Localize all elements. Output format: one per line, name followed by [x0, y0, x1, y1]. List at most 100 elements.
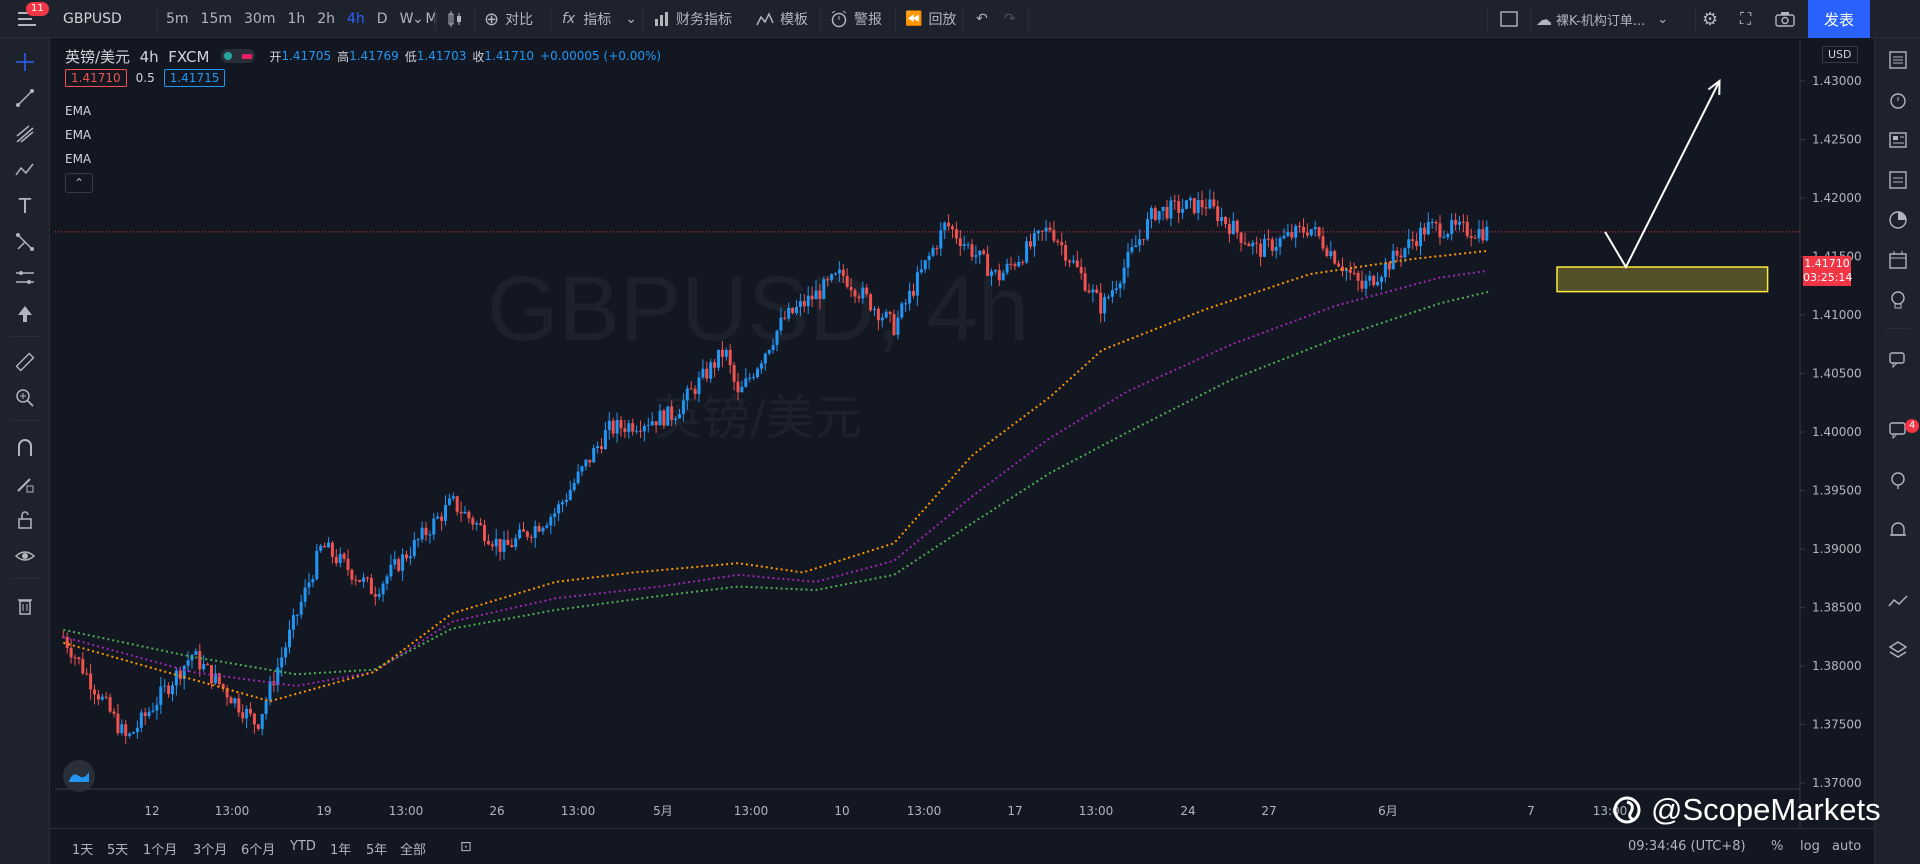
crosshair-tool[interactable] — [13, 50, 37, 74]
candle-body — [1048, 227, 1052, 231]
fib-tool[interactable] — [13, 122, 37, 146]
range-8[interactable]: 5年 — [366, 843, 388, 858]
candle-body — [229, 697, 233, 704]
undo-button[interactable]: ↶ — [976, 0, 988, 38]
tradingview-logo[interactable] — [63, 760, 95, 792]
candle-body — [896, 317, 900, 335]
candle-body — [943, 222, 947, 231]
compare-button[interactable]: ⊕ 对比 — [484, 0, 533, 38]
y-tick-label: 1.38000 — [1812, 659, 1862, 673]
candle-body — [1337, 263, 1341, 267]
collapse-legend-button[interactable]: ⌃ — [65, 173, 93, 193]
magnet-tool[interactable] — [13, 436, 37, 460]
data-window-button[interactable] — [1886, 168, 1910, 192]
candle-body — [451, 496, 455, 499]
candle-body — [748, 377, 752, 379]
news-button[interactable] — [1886, 128, 1910, 152]
interval-dropdown-button[interactable]: ⌄ — [412, 0, 424, 38]
measure-lines-tool[interactable] — [13, 266, 37, 290]
range-1[interactable]: 1天 — [72, 843, 94, 858]
snapshot-button[interactable] — [1775, 0, 1795, 38]
candle-body — [1341, 266, 1344, 272]
range-4[interactable]: 3个月 — [193, 843, 228, 858]
interval-d[interactable]: D — [376, 11, 388, 27]
candle-body — [740, 386, 744, 393]
candle-body — [93, 689, 96, 695]
templates-button[interactable]: 模板 — [756, 0, 808, 38]
alerts-panel-button[interactable] — [1886, 88, 1910, 112]
alert-button[interactable]: 警报 — [830, 0, 882, 38]
candle-body — [467, 511, 471, 519]
ideas-button[interactable] — [1886, 288, 1910, 312]
range-3[interactable]: 1个月 — [143, 843, 178, 858]
range-9[interactable]: 全部 — [400, 843, 427, 858]
candle-body — [1469, 236, 1473, 238]
arrow-tool[interactable] — [13, 302, 37, 326]
pattern-tool[interactable] — [13, 158, 37, 182]
candle-body — [252, 713, 256, 725]
chart-type-button[interactable] — [446, 0, 464, 38]
streams-button[interactable] — [1886, 348, 1910, 372]
log-scale-toggle[interactable]: log — [1800, 839, 1820, 854]
compare-label: 对比 — [505, 12, 534, 28]
range-6[interactable]: YTD — [290, 839, 316, 854]
candle-body — [1138, 239, 1142, 246]
market-status-toggle[interactable] — [221, 49, 256, 63]
buy-price-button[interactable]: 1.41715 — [163, 69, 226, 87]
lock-drawings-tool[interactable] — [13, 508, 37, 532]
watchlist-button[interactable] — [1886, 48, 1910, 72]
interval-w[interactable]: W — [399, 11, 414, 27]
financials-button[interactable]: 财务指标 — [654, 0, 732, 38]
x-tick-label: 5月 — [653, 804, 673, 818]
candle-body — [1071, 260, 1075, 263]
indicators-button[interactable]: fx 指标 ⌄ — [562, 0, 637, 38]
candle-body — [1044, 227, 1048, 232]
zoom-tool[interactable] — [13, 386, 37, 410]
trading-panel-button[interactable] — [1886, 590, 1910, 614]
interval-30m[interactable]: 30m — [244, 11, 276, 27]
currency-badge[interactable]: USD — [1822, 46, 1858, 63]
ema-indicator-3[interactable]: EMA — [65, 152, 92, 166]
redo-button[interactable]: ↷ — [1004, 0, 1016, 38]
interval-1h[interactable]: 1h — [287, 11, 306, 27]
time-zone-clock[interactable]: 09:34:46 (UTC+8) — [1628, 839, 1746, 854]
ema-indicator-1[interactable]: EMA — [65, 104, 92, 118]
price-chart[interactable]: GBPUSD, 4h 英镑/美元 1.43000 1.42500 1.42000 1.… — [55, 40, 1872, 828]
delete-drawings-tool[interactable] — [13, 594, 37, 618]
interval-4h[interactable]: 4h — [347, 11, 365, 27]
trendline-tool[interactable] — [13, 86, 37, 110]
range-7[interactable]: 1年 — [330, 843, 352, 858]
percent-scale-toggle[interactable]: % — [1771, 839, 1784, 854]
legend-symbol-title[interactable]: 英镑/美元 4h FXCM — [65, 46, 209, 67]
ema-indicator-2[interactable]: EMA — [65, 128, 92, 142]
symbol-search-button[interactable]: GBPUSD — [63, 11, 122, 27]
publish-button[interactable]: 发表 — [1808, 0, 1870, 38]
hide-drawings-tool[interactable] — [13, 544, 37, 568]
fullscreen-button[interactable]: ⛶ — [1740, 0, 1751, 38]
object-tree-button[interactable] — [1886, 638, 1910, 662]
candle-body — [631, 423, 635, 432]
prediction-tool[interactable] — [13, 230, 37, 254]
help-button[interactable] — [1886, 468, 1910, 492]
interval-m[interactable]: M — [425, 11, 438, 27]
hotlists-button[interactable] — [1886, 208, 1910, 232]
select-layout-button[interactable] — [1500, 0, 1518, 38]
sell-price-button[interactable]: 1.41710 — [65, 69, 127, 87]
settings-button[interactable]: ⚙ — [1702, 0, 1718, 38]
range-2[interactable]: 5天 — [107, 843, 129, 858]
candle-body — [580, 466, 584, 472]
candle-body — [311, 579, 315, 583]
interval-2h[interactable]: 2h — [317, 11, 336, 27]
interval-5m[interactable]: 5m — [166, 11, 189, 27]
draw-mode-tool[interactable] — [13, 472, 37, 496]
auto-scale-toggle[interactable]: auto — [1832, 839, 1862, 854]
calendar-button[interactable] — [1886, 248, 1910, 272]
range-5[interactable]: 6个月 — [241, 843, 276, 858]
layout-name-button[interactable]: ☁ 裸K-机构订单... ⌄ — [1536, 0, 1668, 38]
notifications-button[interactable] — [1886, 518, 1910, 542]
text-tool[interactable]: T — [13, 194, 37, 218]
replay-button[interactable]: ⏪ 回放 — [905, 0, 956, 38]
ruler-tool[interactable] — [13, 350, 37, 374]
interval-15m[interactable]: 15m — [200, 11, 232, 27]
date-range-button[interactable]: ⊡ — [460, 839, 472, 855]
